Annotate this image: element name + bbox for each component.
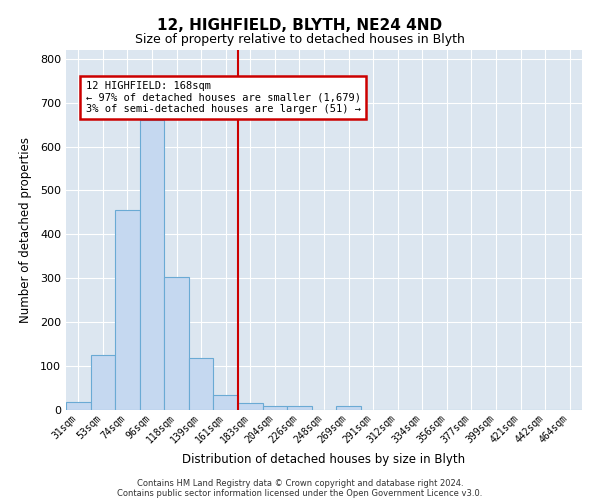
Text: 12, HIGHFIELD, BLYTH, NE24 4ND: 12, HIGHFIELD, BLYTH, NE24 4ND <box>157 18 443 32</box>
Bar <box>238 404 263 410</box>
Bar <box>214 394 238 410</box>
X-axis label: Distribution of detached houses by size in Blyth: Distribution of detached houses by size … <box>182 453 466 466</box>
Bar <box>189 358 214 410</box>
Bar <box>91 355 115 410</box>
Text: 12 HIGHFIELD: 168sqm
← 97% of detached houses are smaller (1,679)
3% of semi-det: 12 HIGHFIELD: 168sqm ← 97% of detached h… <box>86 80 361 114</box>
Bar <box>263 406 287 410</box>
Bar <box>115 210 140 410</box>
Bar <box>66 402 91 410</box>
Y-axis label: Number of detached properties: Number of detached properties <box>19 137 32 323</box>
Bar <box>336 406 361 410</box>
Bar <box>164 278 189 410</box>
Text: Contains public sector information licensed under the Open Government Licence v3: Contains public sector information licen… <box>118 488 482 498</box>
Text: Size of property relative to detached houses in Blyth: Size of property relative to detached ho… <box>135 32 465 46</box>
Bar <box>140 120 164 410</box>
Bar <box>287 406 312 410</box>
Text: Contains HM Land Registry data © Crown copyright and database right 2024.: Contains HM Land Registry data © Crown c… <box>137 478 463 488</box>
